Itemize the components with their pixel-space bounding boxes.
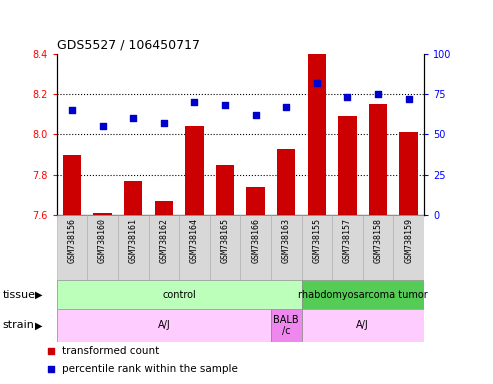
Bar xyxy=(57,215,87,280)
Bar xyxy=(302,280,424,309)
Point xyxy=(374,91,382,97)
Point xyxy=(129,115,137,121)
Bar xyxy=(271,309,302,342)
Text: GSM738166: GSM738166 xyxy=(251,218,260,263)
Bar xyxy=(363,215,393,280)
Bar xyxy=(155,201,173,215)
Bar xyxy=(179,215,210,280)
Bar xyxy=(185,126,204,215)
Text: GSM738160: GSM738160 xyxy=(98,218,107,263)
Bar xyxy=(393,215,424,280)
Text: transformed count: transformed count xyxy=(62,346,159,356)
Point xyxy=(266,253,274,259)
Text: GSM738164: GSM738164 xyxy=(190,218,199,263)
Text: GSM738162: GSM738162 xyxy=(159,218,168,263)
Text: GSM738161: GSM738161 xyxy=(129,218,138,263)
Bar xyxy=(302,215,332,280)
Point xyxy=(313,80,321,86)
Text: percentile rank within the sample: percentile rank within the sample xyxy=(62,364,238,374)
Point xyxy=(344,94,352,100)
Point xyxy=(99,123,106,129)
Bar xyxy=(246,187,265,215)
Text: tissue: tissue xyxy=(2,290,35,300)
Bar xyxy=(63,154,81,215)
Text: GSM738165: GSM738165 xyxy=(220,218,230,263)
Bar xyxy=(216,165,234,215)
Bar xyxy=(399,132,418,215)
Text: rhabdomyosarcoma tumor: rhabdomyosarcoma tumor xyxy=(298,290,427,300)
Text: A/J: A/J xyxy=(157,320,170,331)
Bar xyxy=(338,116,356,215)
Bar xyxy=(124,181,142,215)
Text: A/J: A/J xyxy=(356,320,369,331)
Text: GSM738158: GSM738158 xyxy=(374,218,383,263)
Point xyxy=(221,102,229,108)
Point xyxy=(282,104,290,110)
Point xyxy=(68,107,76,113)
Point xyxy=(190,99,198,105)
Text: ▶: ▶ xyxy=(35,320,42,331)
Text: GDS5527 / 106450717: GDS5527 / 106450717 xyxy=(57,38,200,51)
Bar xyxy=(308,50,326,215)
Bar xyxy=(148,215,179,280)
Text: GSM738157: GSM738157 xyxy=(343,218,352,263)
Bar xyxy=(277,149,295,215)
Bar xyxy=(87,215,118,280)
Text: BALB
/c: BALB /c xyxy=(274,314,299,336)
Point xyxy=(160,120,168,126)
Bar xyxy=(369,104,387,215)
Text: ▶: ▶ xyxy=(35,290,42,300)
Text: strain: strain xyxy=(2,320,35,331)
Text: control: control xyxy=(162,290,196,300)
Text: GSM738163: GSM738163 xyxy=(282,218,291,263)
Bar xyxy=(57,280,302,309)
Text: GSM738159: GSM738159 xyxy=(404,218,413,263)
Bar xyxy=(271,215,302,280)
Bar xyxy=(302,309,424,342)
Point xyxy=(266,96,274,102)
Bar xyxy=(94,213,112,215)
Bar xyxy=(332,215,363,280)
Bar xyxy=(241,215,271,280)
Point xyxy=(405,96,413,102)
Bar xyxy=(118,215,148,280)
Bar xyxy=(210,215,240,280)
Point xyxy=(252,112,260,118)
Text: GSM738155: GSM738155 xyxy=(313,218,321,263)
Text: GSM738156: GSM738156 xyxy=(68,218,76,263)
Bar xyxy=(57,309,271,342)
